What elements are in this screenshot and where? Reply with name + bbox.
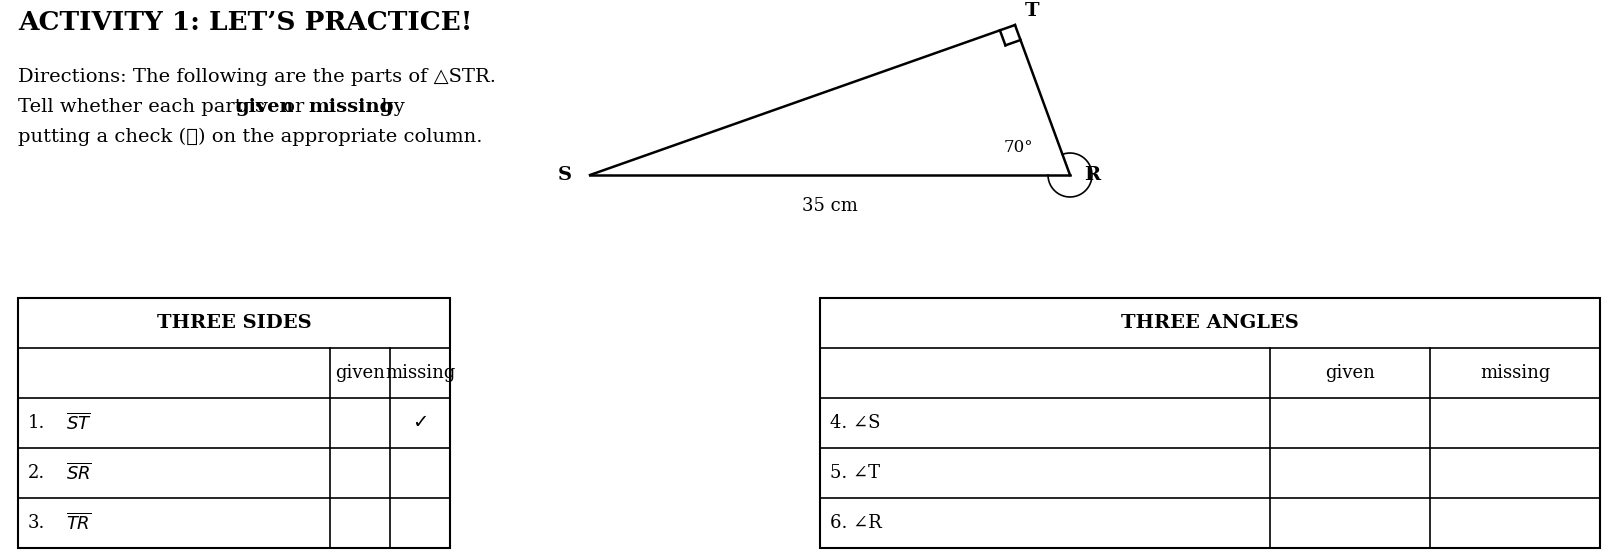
Text: 5. ∠T: 5. ∠T: [829, 464, 880, 482]
Text: THREE SIDES: THREE SIDES: [157, 314, 311, 332]
Text: Tell whether each part is: Tell whether each part is: [18, 98, 271, 116]
Text: 35 cm: 35 cm: [802, 197, 859, 215]
Text: 1.: 1.: [28, 414, 45, 432]
Text: R: R: [1084, 166, 1100, 184]
Text: putting a check (✓) on the appropriate column.: putting a check (✓) on the appropriate c…: [18, 128, 483, 146]
Text: T: T: [1025, 2, 1040, 20]
Text: Directions: The following are the parts of △STR.: Directions: The following are the parts …: [18, 68, 496, 86]
Text: given: given: [235, 98, 293, 116]
Text: 6. ∠R: 6. ∠R: [829, 514, 881, 532]
Text: given: given: [335, 364, 386, 382]
Text: by: by: [374, 98, 405, 116]
Text: missing: missing: [308, 98, 394, 116]
Text: 3.: 3.: [28, 514, 45, 532]
Bar: [18, 298, 450, 548]
Text: missing: missing: [1479, 364, 1550, 382]
Text: 4. ∠S: 4. ∠S: [829, 414, 881, 432]
Text: ACTIVITY 1: LET’S PRACTICE!: ACTIVITY 1: LET’S PRACTICE!: [18, 10, 473, 35]
Text: S: S: [557, 166, 572, 184]
Text: $\overline{\mathit{SR}}$: $\overline{\mathit{SR}}$: [66, 463, 92, 483]
Text: 70°: 70°: [1003, 138, 1034, 155]
Text: ✓: ✓: [411, 414, 428, 432]
Text: $\overline{\mathit{ST}}$: $\overline{\mathit{ST}}$: [66, 413, 92, 434]
Bar: [820, 298, 1601, 548]
Text: 2.: 2.: [28, 464, 45, 482]
Text: given: given: [1325, 364, 1375, 382]
Text: or: or: [277, 98, 311, 116]
Text: missing: missing: [386, 364, 455, 382]
Text: $\overline{\mathit{TR}}$: $\overline{\mathit{TR}}$: [66, 513, 91, 534]
Text: THREE ANGLES: THREE ANGLES: [1121, 314, 1299, 332]
